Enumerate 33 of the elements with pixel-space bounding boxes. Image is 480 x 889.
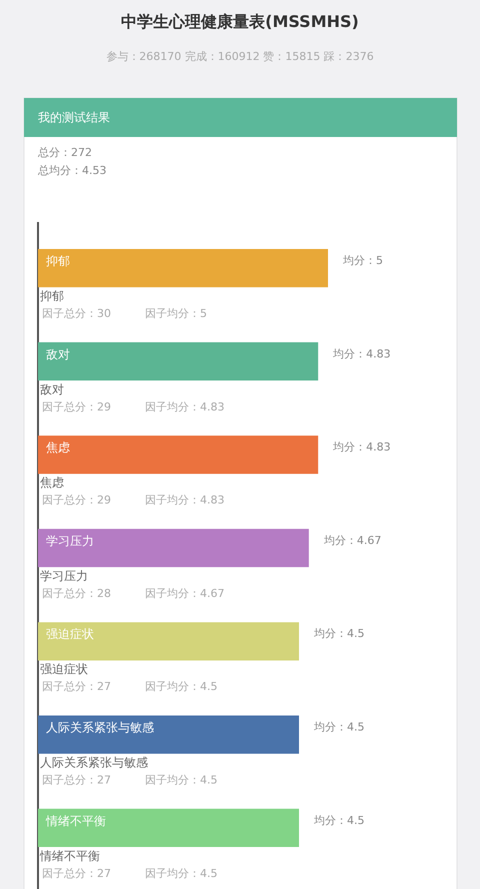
y-tick-label: 人际关系紧张与敏感	[46, 720, 154, 734]
annotation: 因子均分：4.83	[145, 400, 224, 414]
y-tick-label: 情绪不平衡	[45, 814, 106, 828]
data-label: 均分：4.5	[313, 627, 364, 640]
y-tick-label: 敌对	[46, 347, 70, 362]
annotation: 因子总分：27	[42, 680, 111, 694]
y-tick-label: 焦虑	[46, 440, 70, 455]
data-label: 均分：5	[342, 254, 383, 267]
annotation: 因子均分：4.5	[145, 774, 218, 786]
chart-title: 中学生心理健康量表(MSSMHS)	[121, 12, 359, 31]
annotation: 因子均分：4.5	[145, 680, 218, 694]
data-label: 均分：4.83	[332, 347, 391, 360]
annotation: 因子均分：4.5	[145, 866, 218, 880]
annotation: 因子均分：4.83	[145, 494, 224, 507]
annotation: 因子总分：28	[42, 586, 111, 600]
annotation: 因子均分：4.67	[145, 586, 224, 600]
chart-subtitle: 参与：268170 完成：160912 赞：15815 踩：2376	[106, 50, 374, 63]
annotation: 因子总分：27	[42, 866, 111, 880]
y-tick-label: 学习压力	[46, 534, 94, 548]
annotation: 因子总分：30	[42, 307, 111, 320]
text: 总均分：4.53	[37, 164, 106, 177]
text: 总分：272	[37, 146, 92, 159]
annotation: 因子总分：29	[42, 494, 111, 507]
text: 我的测试结果	[38, 110, 110, 124]
data-label: 均分：4.5	[313, 720, 364, 734]
y-tick-label: 抑郁	[46, 254, 70, 268]
annotation: 因子总分：27	[42, 774, 111, 786]
data-label: 均分：4.5	[313, 814, 364, 827]
annotation: 因子均分：5	[145, 307, 207, 320]
data-label: 均分：4.83	[332, 440, 391, 454]
y-tick-label: 强迫症状	[46, 627, 94, 642]
data-label: 均分：4.67	[322, 534, 382, 547]
annotation: 因子总分：29	[42, 400, 111, 414]
